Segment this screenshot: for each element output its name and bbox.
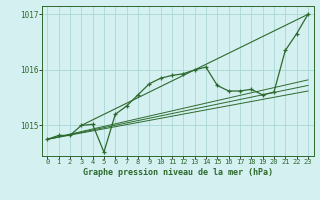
- X-axis label: Graphe pression niveau de la mer (hPa): Graphe pression niveau de la mer (hPa): [83, 168, 273, 177]
